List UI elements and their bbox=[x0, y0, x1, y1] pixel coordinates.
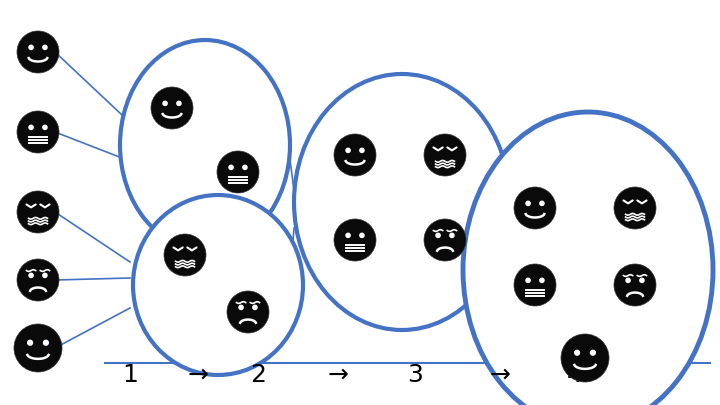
Circle shape bbox=[526, 201, 530, 205]
Circle shape bbox=[253, 305, 257, 309]
Text: 4: 4 bbox=[567, 363, 583, 387]
Circle shape bbox=[42, 273, 47, 277]
Circle shape bbox=[163, 101, 167, 105]
Circle shape bbox=[17, 259, 59, 301]
Circle shape bbox=[561, 334, 609, 382]
Circle shape bbox=[229, 165, 233, 169]
Circle shape bbox=[217, 151, 259, 193]
Circle shape bbox=[346, 233, 350, 237]
Circle shape bbox=[640, 278, 644, 282]
Text: 2: 2 bbox=[250, 363, 266, 387]
Circle shape bbox=[514, 264, 556, 306]
Ellipse shape bbox=[294, 74, 510, 330]
Text: →: → bbox=[490, 363, 510, 387]
Circle shape bbox=[436, 233, 440, 237]
Circle shape bbox=[164, 234, 206, 276]
Circle shape bbox=[177, 101, 181, 105]
Circle shape bbox=[626, 278, 630, 282]
Circle shape bbox=[239, 305, 243, 309]
Circle shape bbox=[42, 45, 47, 49]
Circle shape bbox=[243, 165, 247, 169]
Circle shape bbox=[42, 125, 47, 130]
Circle shape bbox=[360, 148, 364, 152]
Circle shape bbox=[514, 187, 556, 229]
Circle shape bbox=[424, 134, 466, 176]
Text: →: → bbox=[328, 363, 348, 387]
Circle shape bbox=[151, 87, 193, 129]
Circle shape bbox=[614, 187, 656, 229]
Circle shape bbox=[590, 350, 595, 355]
Circle shape bbox=[540, 278, 544, 282]
Circle shape bbox=[450, 233, 454, 237]
Circle shape bbox=[17, 31, 59, 73]
Circle shape bbox=[334, 134, 376, 176]
Circle shape bbox=[614, 264, 656, 306]
Circle shape bbox=[575, 350, 580, 355]
Circle shape bbox=[17, 191, 59, 233]
Circle shape bbox=[43, 340, 48, 345]
Text: 3: 3 bbox=[407, 363, 423, 387]
Circle shape bbox=[334, 219, 376, 261]
Circle shape bbox=[29, 45, 33, 49]
Circle shape bbox=[360, 233, 364, 237]
Ellipse shape bbox=[133, 195, 303, 375]
Circle shape bbox=[227, 291, 269, 333]
Ellipse shape bbox=[463, 112, 713, 405]
Circle shape bbox=[526, 278, 530, 282]
Circle shape bbox=[346, 148, 350, 152]
Circle shape bbox=[29, 125, 33, 130]
Circle shape bbox=[424, 219, 466, 261]
Ellipse shape bbox=[120, 40, 290, 250]
Text: →: → bbox=[187, 363, 209, 387]
Text: 1: 1 bbox=[122, 363, 138, 387]
Circle shape bbox=[14, 324, 62, 372]
Circle shape bbox=[17, 111, 59, 153]
Circle shape bbox=[29, 273, 33, 277]
Circle shape bbox=[540, 201, 544, 205]
Circle shape bbox=[27, 340, 32, 345]
